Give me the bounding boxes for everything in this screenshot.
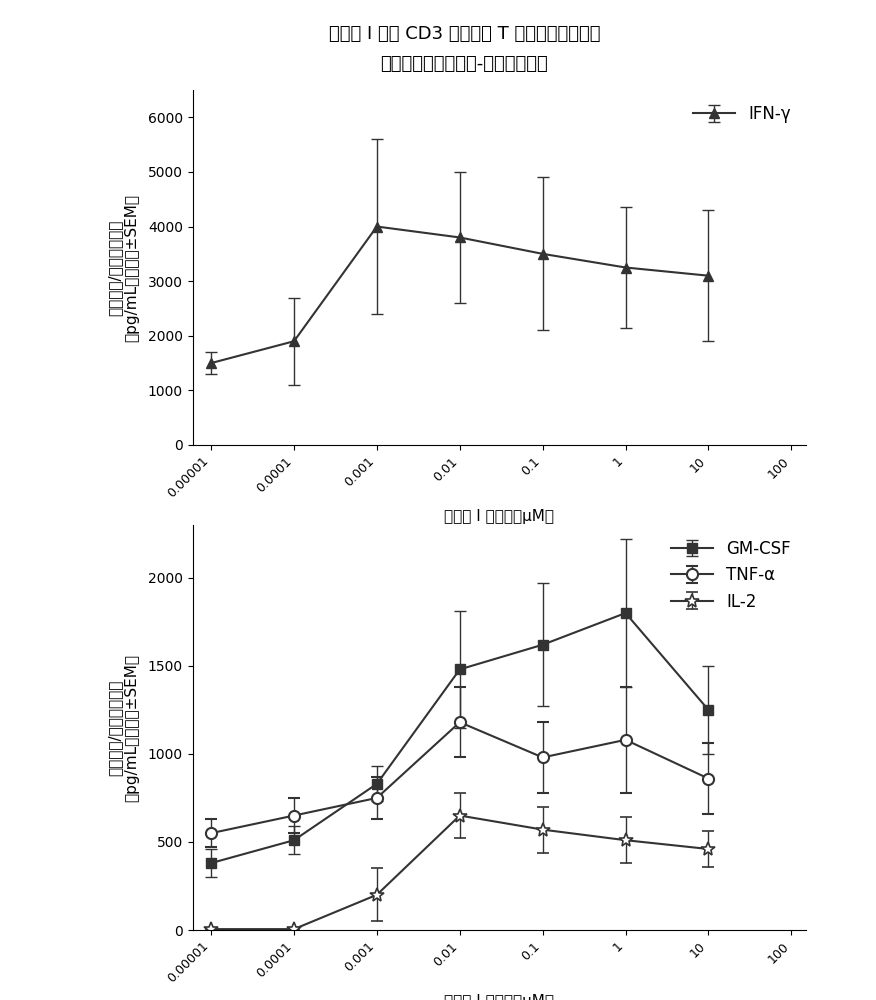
Y-axis label: 细胞因子/趨化因子生产
（pg/mL，平均値±SEM）: 细胞因子/趨化因子生产 （pg/mL，平均値±SEM） <box>107 194 139 342</box>
X-axis label: 化合物 I 的浓度（μM）: 化合物 I 的浓度（μM） <box>444 509 555 524</box>
Text: 化合物 I 对抗 CD3 刺激的人 T 细胞中细胞因子和: 化合物 I 对抗 CD3 刺激的人 T 细胞中细胞因子和 <box>328 25 600 43</box>
Y-axis label: 细胞因子/趨化因子生产
（pg/mL，平均値±SEM）: 细胞因子/趨化因子生产 （pg/mL，平均値±SEM） <box>107 654 139 802</box>
Text: 趨化因子生产的影响-生产的绝对量: 趨化因子生产的影响-生产的绝对量 <box>380 55 548 73</box>
X-axis label: 化合物 I 的浓度（μM）: 化合物 I 的浓度（μM） <box>444 994 555 1000</box>
Legend: GM-CSF, TNF-α, IL-2: GM-CSF, TNF-α, IL-2 <box>665 533 797 617</box>
Legend: IFN-γ: IFN-γ <box>687 98 797 130</box>
